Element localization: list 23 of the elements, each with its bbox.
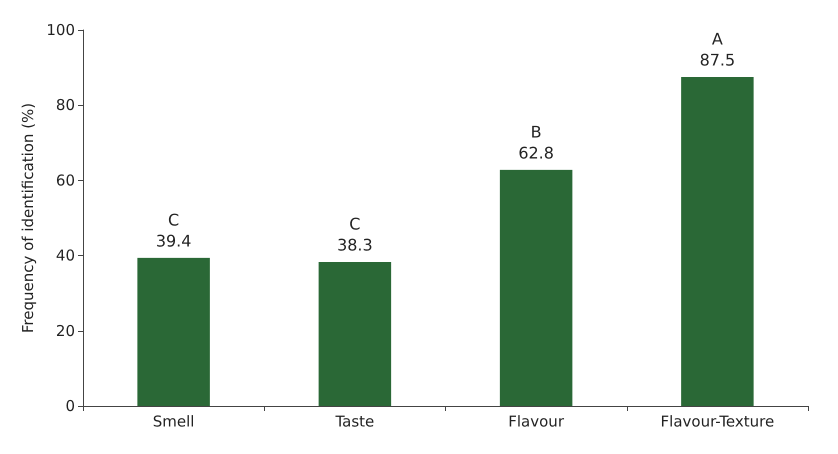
bar — [681, 77, 754, 406]
bar — [500, 170, 572, 406]
x-tick-label: Smell — [152, 412, 194, 430]
data-label: 87.5 — [700, 50, 736, 70]
annotation: A — [712, 30, 723, 48]
y-tick-label: 40 — [56, 246, 75, 265]
x-tick-label: Taste — [334, 412, 374, 430]
x-tick-label: Flavour-Texture — [660, 412, 774, 430]
data-label: 39.4 — [156, 231, 192, 250]
y-tick-label: 0 — [65, 397, 75, 415]
data-label: 38.3 — [337, 235, 373, 254]
y-tick-label: 100 — [46, 21, 75, 39]
annotation: B — [530, 122, 542, 142]
data-label: 62.8 — [518, 143, 554, 162]
x-tick-label: Flavour — [508, 412, 565, 430]
y-tick-label: 20 — [56, 322, 75, 340]
annotation: C — [168, 210, 180, 230]
y-tick-label: 80 — [56, 96, 75, 114]
bar — [137, 258, 210, 406]
annotation: C — [349, 214, 360, 234]
y-axis-title: Frequency of identification (%) — [18, 102, 37, 334]
bar — [318, 262, 392, 406]
y-tick-label: 60 — [56, 171, 75, 190]
